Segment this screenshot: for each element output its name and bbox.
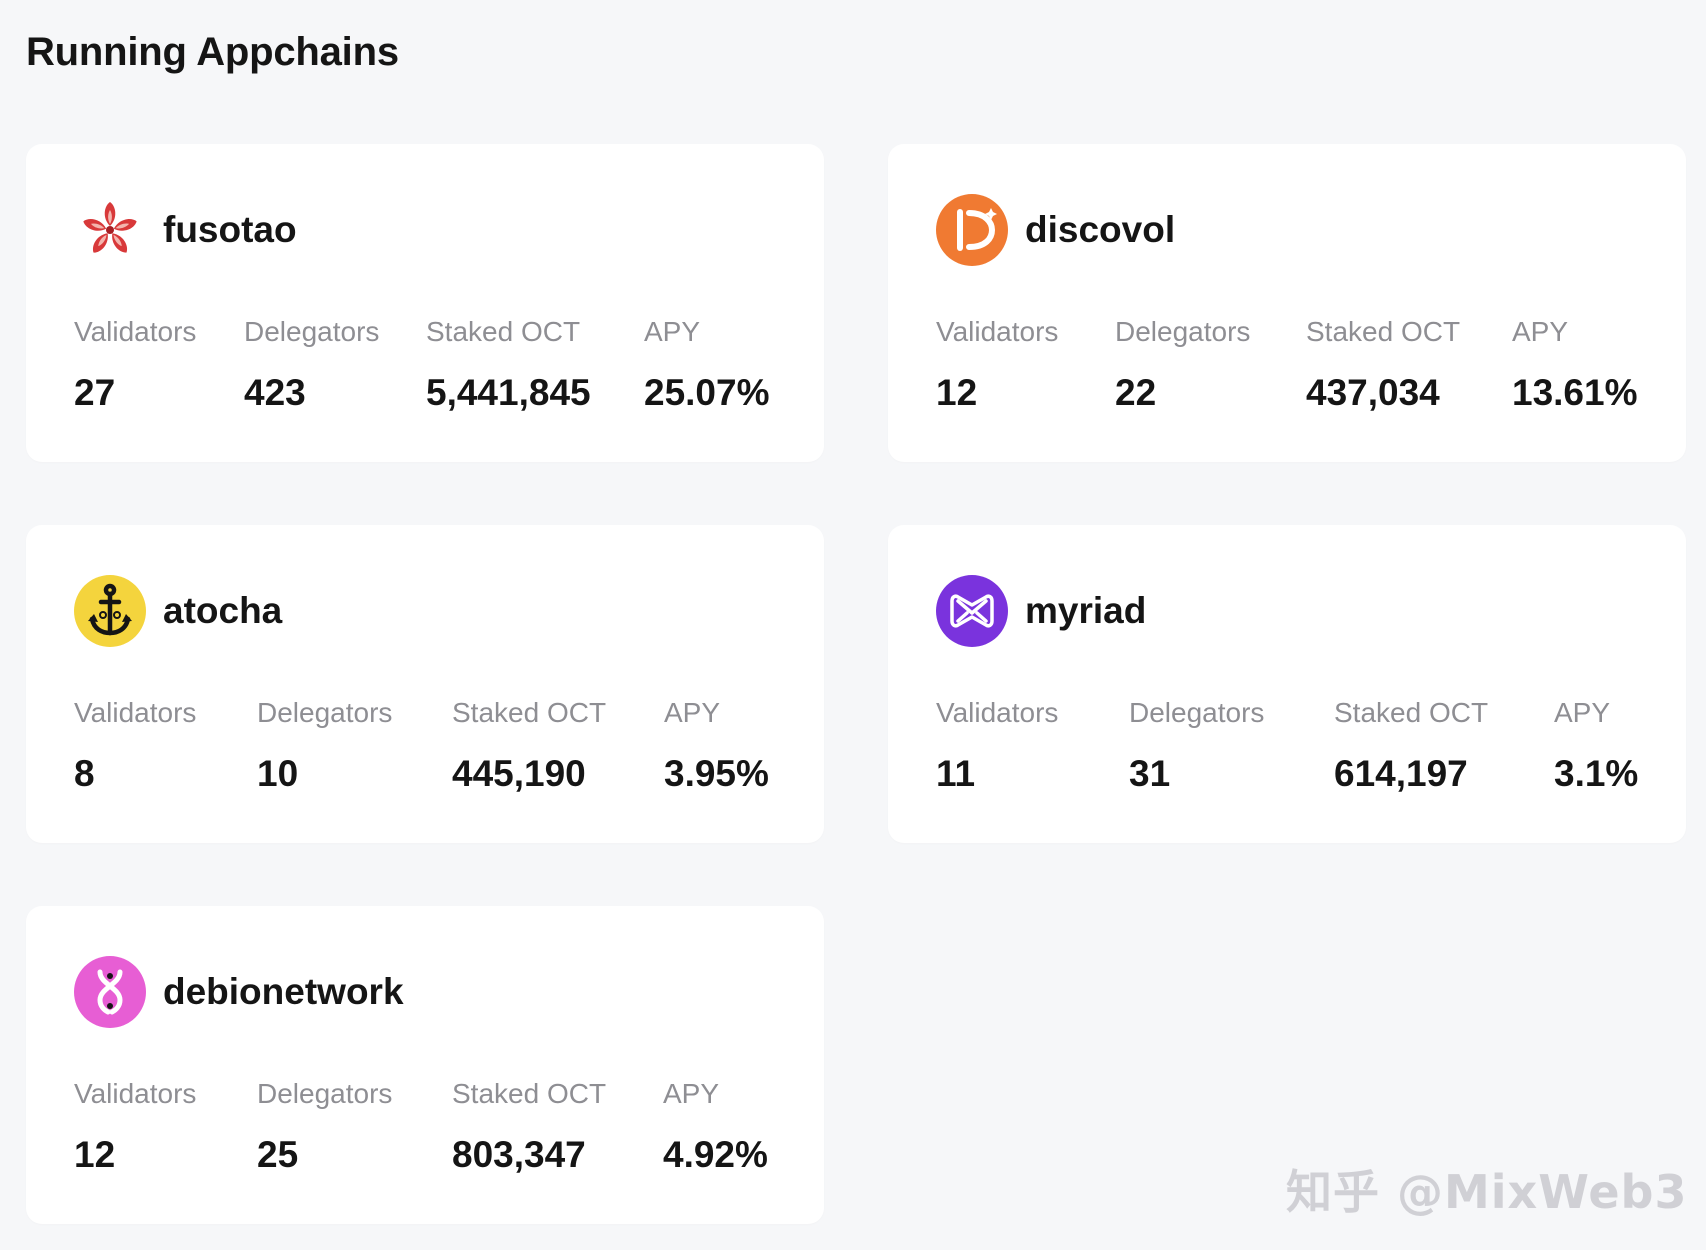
stat-value: 3.95% xyxy=(664,753,769,794)
appchain-card-discovol[interactable]: discovol Validators 12 Delegators 22 Sta… xyxy=(888,144,1686,462)
page-title: Running Appchains xyxy=(26,30,399,74)
chain-name: myriad xyxy=(1025,590,1147,631)
stat-label: APY xyxy=(1512,316,1569,347)
stat-staked: Staked OCT 445,190 xyxy=(452,697,606,795)
chain-name: discovol xyxy=(1025,209,1176,250)
stat-staked: Staked OCT 437,034 xyxy=(1306,316,1460,414)
stats-row: Validators 12 Delegators 22 Staked OCT 4… xyxy=(936,316,1638,426)
stat-staked: Staked OCT 5,441,845 xyxy=(426,316,591,414)
chain-name: atocha xyxy=(163,590,283,631)
stat-apy: APY 25.07% xyxy=(644,316,770,414)
stat-label: Delegators xyxy=(1115,316,1251,347)
stat-apy: APY 3.1% xyxy=(1554,697,1638,795)
stat-value: 803,347 xyxy=(452,1134,586,1175)
red-lotus-icon xyxy=(74,194,146,266)
card-header: myriad xyxy=(936,575,1146,647)
stat-label: Delegators xyxy=(257,697,393,728)
stat-value: 10 xyxy=(257,753,299,794)
stat-label: APY xyxy=(644,316,701,347)
stat-value: 31 xyxy=(1129,753,1171,794)
stat-apy: APY 3.95% xyxy=(664,697,769,795)
card-header: debionetwork xyxy=(74,956,404,1028)
stat-value: 13.61% xyxy=(1512,372,1638,413)
stat-validators: Validators 27 xyxy=(74,316,196,414)
stat-label: Delegators xyxy=(244,316,380,347)
stats-row: Validators 27 Delegators 423 Staked OCT … xyxy=(74,316,776,426)
chain-name: debionetwork xyxy=(163,971,404,1012)
card-header: discovol xyxy=(936,194,1175,266)
stats-row: Validators 11 Delegators 31 Staked OCT 6… xyxy=(936,697,1638,807)
stat-label: Delegators xyxy=(1129,697,1265,728)
stat-validators: Validators 12 xyxy=(936,316,1058,414)
stat-apy: APY 13.61% xyxy=(1512,316,1638,414)
stat-delegators: Delegators 10 xyxy=(257,697,392,795)
stat-validators: Validators 12 xyxy=(74,1078,196,1176)
stat-value: 22 xyxy=(1115,372,1157,413)
orange-d-icon xyxy=(936,194,1008,266)
anchor-icon xyxy=(74,575,146,647)
stat-label: Validators xyxy=(936,316,1059,347)
stat-label: Delegators xyxy=(257,1078,393,1109)
stat-label: Validators xyxy=(74,697,197,728)
appchain-card-fusotao[interactable]: fusotao Validators 27 Delegators 423 Sta… xyxy=(26,144,824,462)
stat-value: 3.1% xyxy=(1554,753,1639,794)
watermark: 知乎 @MixWeb3 xyxy=(1286,1165,1688,1219)
chain-name: fusotao xyxy=(163,209,297,250)
stat-label: Staked OCT xyxy=(452,697,607,728)
appchain-card-debionetwork[interactable]: debionetwork Validators 12 Delegators 25… xyxy=(26,906,824,1224)
appchain-card-atocha[interactable]: atocha Validators 8 Delegators 10 Staked… xyxy=(26,525,824,843)
stat-value: 12 xyxy=(74,1134,116,1175)
stat-delegators: Delegators 25 xyxy=(257,1078,392,1176)
stat-value: 27 xyxy=(74,372,116,413)
stat-delegators: Delegators 22 xyxy=(1115,316,1250,414)
dna-icon xyxy=(74,956,146,1028)
stat-label: Staked OCT xyxy=(1306,316,1461,347)
stat-delegators: Delegators 31 xyxy=(1129,697,1264,795)
stat-validators: Validators 11 xyxy=(936,697,1058,795)
stat-value: 8 xyxy=(74,753,95,794)
stat-label: Staked OCT xyxy=(452,1078,607,1109)
stat-label: Validators xyxy=(74,316,197,347)
stat-value: 4.92% xyxy=(663,1134,768,1175)
stat-apy: APY 4.92% xyxy=(663,1078,768,1176)
stat-value: 12 xyxy=(936,372,978,413)
stat-value: 614,197 xyxy=(1334,753,1468,794)
card-header: fusotao xyxy=(74,194,297,266)
stat-label: APY xyxy=(1554,697,1611,728)
stats-row: Validators 8 Delegators 10 Staked OCT 44… xyxy=(74,697,776,807)
purple-envelope-icon xyxy=(936,575,1008,647)
stat-delegators: Delegators 423 xyxy=(244,316,379,414)
stat-staked: Staked OCT 803,347 xyxy=(452,1078,606,1176)
stat-value: 5,441,845 xyxy=(426,372,591,413)
stats-row: Validators 12 Delegators 25 Staked OCT 8… xyxy=(74,1078,776,1188)
stat-label: Staked OCT xyxy=(426,316,581,347)
stat-staked: Staked OCT 614,197 xyxy=(1334,697,1488,795)
stat-value: 25 xyxy=(257,1134,299,1175)
stat-label: Staked OCT xyxy=(1334,697,1489,728)
stat-validators: Validators 8 xyxy=(74,697,196,795)
stat-value: 25.07% xyxy=(644,372,770,413)
stat-value: 423 xyxy=(244,372,306,413)
stat-value: 437,034 xyxy=(1306,372,1440,413)
appchain-card-myriad[interactable]: myriad Validators 11 Delegators 31 Stake… xyxy=(888,525,1686,843)
stat-label: APY xyxy=(663,1078,720,1109)
stat-label: APY xyxy=(664,697,721,728)
stat-label: Validators xyxy=(74,1078,197,1109)
stat-value: 445,190 xyxy=(452,753,586,794)
card-header: atocha xyxy=(74,575,282,647)
stat-label: Validators xyxy=(936,697,1059,728)
stat-value: 11 xyxy=(936,753,976,794)
